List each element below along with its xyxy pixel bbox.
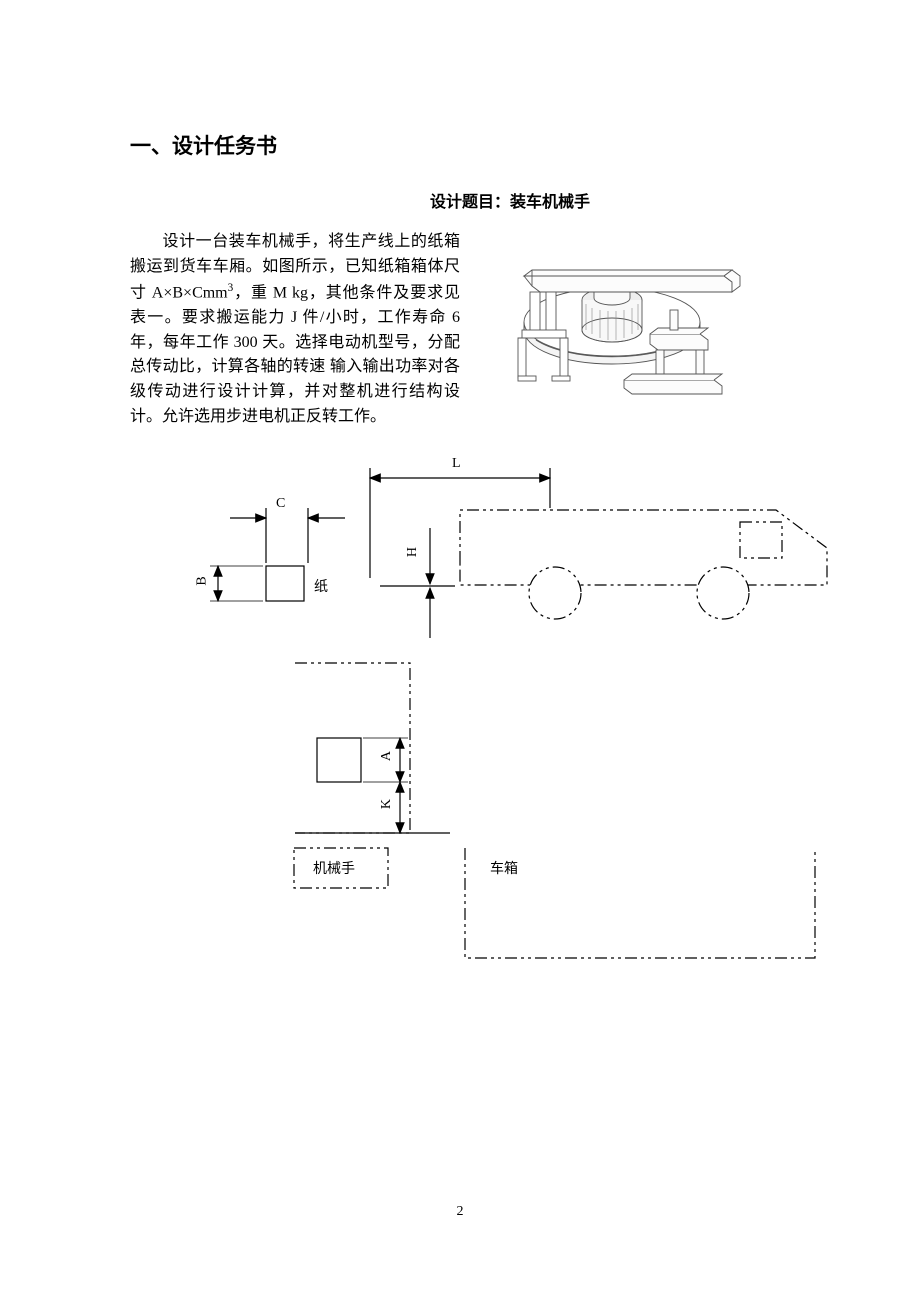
section-title: 一、设计任务书 xyxy=(130,130,800,160)
label-robot: 机械手 xyxy=(313,858,355,878)
dim-C: C xyxy=(276,496,285,512)
label-carriage: 车箱 xyxy=(490,858,518,878)
dim-L: L xyxy=(452,456,461,472)
content-row: 设计一台装车机械手，将生产线上的纸箱搬运到货车车厢。如图所示，已知纸箱箱体尺寸 … xyxy=(130,230,800,430)
dim-A: A xyxy=(379,751,395,761)
body-paragraph: 设计一台装车机械手，将生产线上的纸箱搬运到货车车厢。如图所示，已知纸箱箱体尺寸 … xyxy=(130,230,460,430)
dim-K: K xyxy=(379,799,395,809)
subtitle: 设计题目：装车机械手 xyxy=(220,188,800,212)
isometric-illustration xyxy=(474,230,754,420)
dim-H: H xyxy=(405,547,421,557)
label-paper: 纸 xyxy=(314,576,328,596)
page-number: 2 xyxy=(0,1204,920,1220)
dim-B: B xyxy=(195,576,211,585)
para-part2: ，重 M kg，其他条件及要求见表一。要求搬运能力 J 件/小时，工作寿命 6 … xyxy=(130,284,460,425)
engineering-diagram: L C H B 纸 A K 机械手 车箱 xyxy=(200,438,880,958)
